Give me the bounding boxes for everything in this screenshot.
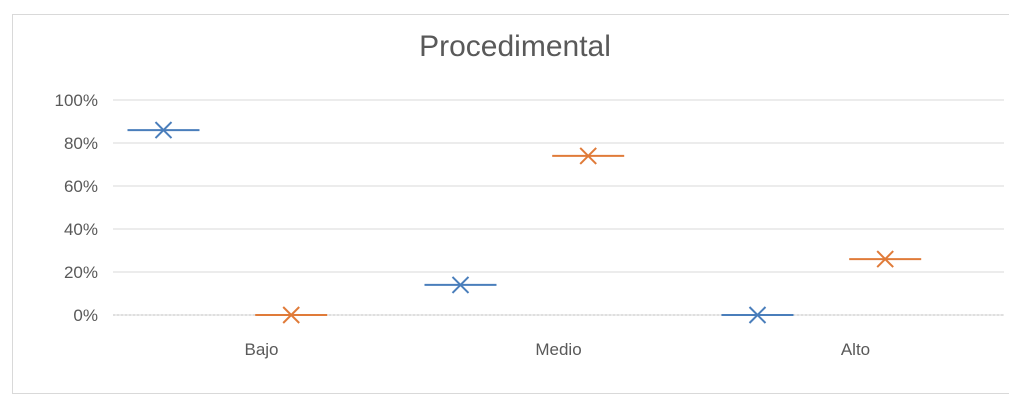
y-tick-label: 100% [55,91,98,110]
data-point [849,250,922,268]
y-tick-label: 0% [73,306,98,325]
y-tick-label: 40% [64,220,98,239]
x-tick-label: Medio [535,340,581,359]
data-point [721,306,794,324]
x-tick-label: Alto [841,340,870,359]
data-point [127,121,200,139]
data-point [255,306,328,324]
y-tick-label: 80% [64,134,98,153]
data-point [424,276,497,294]
chart-title: Procedimental [419,30,611,63]
x-tick-label: Bajo [244,340,278,359]
chart-frame [12,14,1009,394]
y-tick-label: 60% [64,177,98,196]
y-tick-label: 20% [64,263,98,282]
data-point [552,147,625,165]
